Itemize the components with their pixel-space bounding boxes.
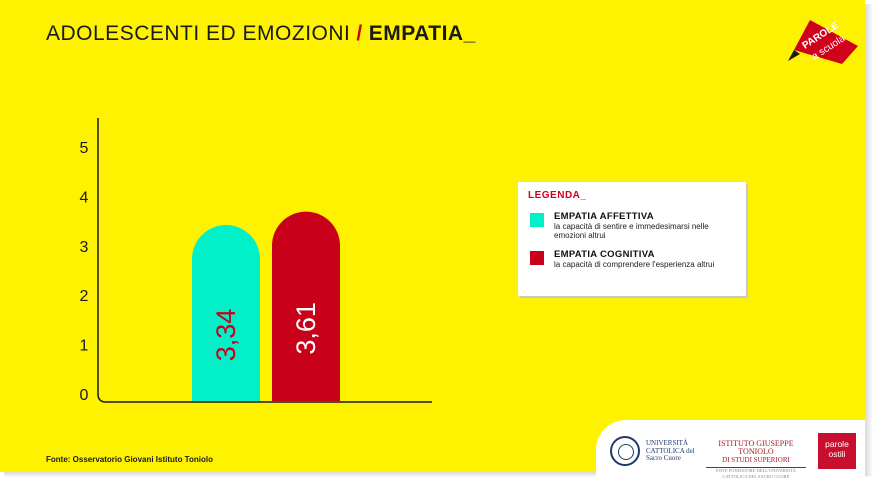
bar-value-label-cognitiva: 3,61 [291, 302, 321, 355]
slide-shadow [4, 472, 869, 478]
legend-name-affettiva: EMPATIA AFFETTIVA [554, 211, 654, 222]
y-tick-label: 2 [80, 288, 89, 305]
title-separator: / [356, 22, 363, 45]
bars: 3,34 3,61 [192, 211, 340, 401]
legend-name-cognitiva: EMPATIA COGNITIVA [554, 249, 655, 260]
badge-shape [794, 20, 858, 64]
toniolo-logo: ISTITUTO GIUSEPPE TONIOLO DI STUDI SUPER… [706, 440, 806, 480]
legend-item-affettiva: EMPATIA AFFETTIVA la capacità di sentire… [528, 211, 736, 240]
bar-value-label-affettiva: 3,34 [211, 309, 241, 362]
toniolo-subtitle: DI STUDI SUPERIORI [722, 456, 790, 464]
y-tick-labels: 0 1 2 3 4 5 [80, 140, 89, 404]
parole-a-scuola-badge: PAROLE a scuola [788, 20, 858, 64]
title-main: ADOLESCENTI ED EMOZIONI [46, 22, 351, 45]
y-tick-label: 4 [80, 189, 89, 206]
parole-ostili-logo: parole ostili [818, 433, 856, 469]
bar-cognitiva [272, 211, 340, 401]
y-tick-label: 5 [80, 140, 89, 157]
source-note: Fonte: Osservatorio Giovani Istituto Ton… [46, 455, 213, 464]
y-tick-label: 1 [80, 338, 89, 355]
badge-pencil-tip [788, 50, 800, 61]
legend-swatch-cognitiva [530, 251, 544, 265]
ucsc-seal-icon [610, 436, 640, 466]
legend-title: LEGENDA_ [528, 190, 587, 201]
page-title: ADOLESCENTI ED EMOZIONI / EMPATIA_ [46, 22, 476, 46]
slide-side-shadow [865, 4, 873, 476]
legend-desc-cognitiva: la capacità di comprendere l'esperienza … [554, 260, 715, 269]
legend-swatch-affettiva [530, 213, 544, 227]
x-axis-line [97, 393, 432, 403]
ucsc-logo-text: UNIVERSITÀ CATTOLICA del Sacro Cuore [646, 439, 695, 462]
toniolo-name: ISTITUTO GIUSEPPE TONIOLO [718, 439, 794, 456]
bar-affettiva [192, 225, 260, 401]
toniolo-tagline: ENTE FONDATORE DELL'UNIVERSITÀ CATTOLICA… [706, 467, 806, 480]
title-sub: EMPATIA_ [368, 22, 476, 45]
legend-item-cognitiva: EMPATIA COGNITIVA la capacità di compren… [528, 249, 736, 269]
legend: LEGENDA_ EMPATIA AFFETTIVA la capacità d… [518, 182, 746, 296]
legend-desc-affettiva: la capacità di sentire e immedesimarsi n… [554, 222, 709, 240]
y-tick-label: 3 [80, 239, 89, 256]
y-tick-label: 0 [80, 387, 89, 404]
